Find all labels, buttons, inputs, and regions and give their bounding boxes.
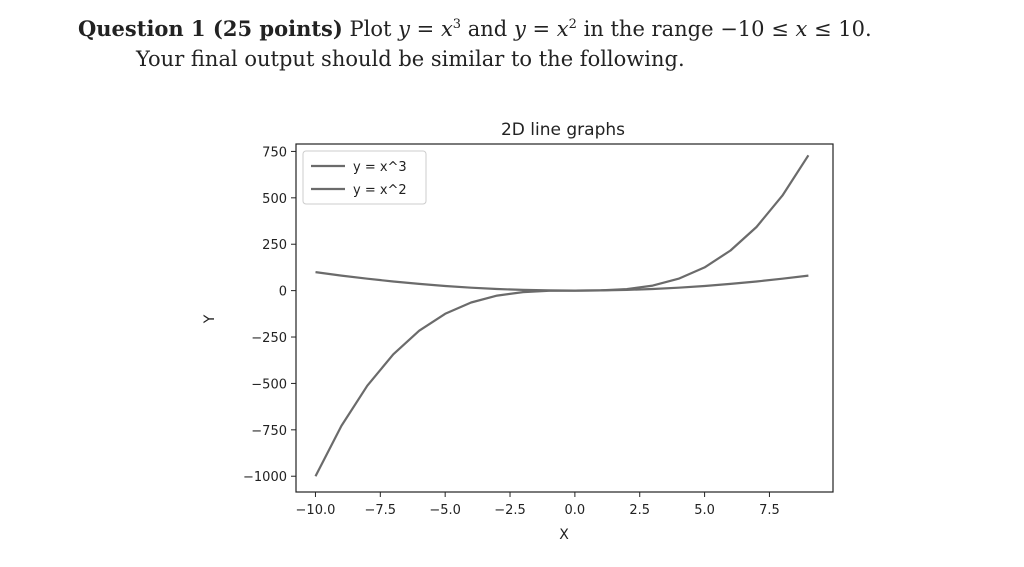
legend-label-square: y = x^2 (353, 183, 407, 198)
question-plot-word: Plot (349, 17, 392, 41)
y-tick-label: 0 (279, 285, 287, 300)
question-and-word: and (467, 17, 508, 41)
question-text: Question 1 (25 points) Plot y = x3 and y… (78, 14, 872, 74)
y-tick-label: 750 (262, 145, 287, 160)
question-range-text: in the range (583, 17, 714, 41)
series-line-square (315, 271, 809, 292)
y-axis-label: Y (202, 314, 218, 324)
equation-cubic: y = x3 (398, 17, 462, 41)
plot-area-frame (295, 143, 834, 493)
y-tick-label: 500 (262, 192, 287, 207)
range-expression: −10 ≤ x ≤ 10. (720, 17, 872, 41)
legend-box (302, 150, 427, 205)
y-tick-label: −500 (251, 377, 287, 392)
x-tick-label: −2.5 (494, 503, 526, 518)
question-line-2: Your final output should be similar to t… (136, 47, 685, 71)
y-axis: 750 500 250 0 −250 −500 −750 −1000 (243, 145, 296, 485)
x-tick-label: −7.5 (365, 503, 397, 518)
y-tick-label: −250 (251, 331, 287, 346)
x-tick-label: 7.5 (759, 503, 780, 518)
chart-title: 2D line graphs (501, 120, 625, 140)
legend: y = x^3 y = x^2 (302, 150, 427, 205)
y-tick-label: −1000 (243, 470, 287, 485)
legend-label-cubic: y = x^3 (353, 160, 407, 175)
x-tick-label: −10.0 (296, 503, 336, 518)
x-tick-label: −5.0 (429, 503, 461, 518)
x-axis-label: X (559, 527, 569, 543)
equation-square: y = x2 (513, 17, 577, 41)
x-tick-label: 5.0 (694, 503, 715, 518)
series-layer (314, 154, 810, 477)
y-tick-label: 250 (262, 238, 287, 253)
x-axis: −10.0 −7.5 −5.0 −2.5 0.0 2.5 5.0 7.5 (296, 492, 780, 518)
question-heading: Question 1 (25 points) (78, 16, 343, 41)
y-tick-label: −750 (251, 424, 287, 439)
question-line-1: Question 1 (25 points) Plot y = x3 and y… (78, 14, 872, 44)
x-tick-label: 0.0 (565, 503, 586, 518)
x-tick-label: 2.5 (629, 503, 650, 518)
